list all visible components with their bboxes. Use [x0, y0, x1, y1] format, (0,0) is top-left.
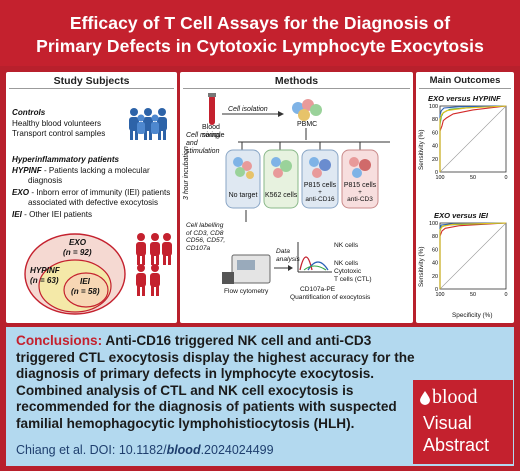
condition-anti-cd3: + anti-CD3: [347, 189, 373, 203]
chart2-xlabel: Specificity (%): [452, 312, 493, 319]
exo-desc-2: associated with defective exocytosis: [28, 198, 159, 207]
condition-p815-1: P815 cells: [303, 182, 337, 189]
citation-journal: blood: [166, 443, 201, 457]
patients-people-icon: [136, 233, 172, 296]
cohort-venn-diagram: [24, 233, 126, 315]
x-tick-label: 100: [436, 292, 445, 298]
condition-no-target: No target: [228, 192, 258, 199]
controls-label: Controls: [12, 108, 46, 117]
hypinf-desc-2: diagnosis: [28, 176, 63, 185]
y-tick-label: 80: [432, 117, 438, 123]
venn-exo-n: (n = 92): [63, 248, 92, 257]
chart2-title: EXO versus IEI: [434, 211, 489, 220]
mixing-label: Cell mixing and stimulation: [186, 132, 221, 155]
x-tick-label: 100: [436, 175, 445, 181]
condition-anti-cd16: + anti-CD16: [305, 189, 335, 203]
hypinf-desc: - Patients lacking a molecular: [43, 166, 150, 175]
roc-curve-yellow: [439, 222, 507, 289]
controls-people-icon: [129, 108, 167, 140]
x-tick-label: 0: [505, 175, 508, 181]
diagonal-reference: [439, 105, 507, 173]
y-tick-label: 60: [432, 130, 438, 136]
y-tick-label: 40: [432, 144, 438, 150]
logo-line-1: Visual: [423, 413, 472, 433]
title-line-1: Efficacy of T Cell Assays for the Diagno…: [69, 13, 451, 33]
chart1-ylabel: Sensitivity (%): [418, 129, 425, 170]
diagonal-reference: [439, 222, 507, 290]
controls-item-2: Transport control samples: [12, 129, 106, 138]
y-tick-label: 0: [435, 170, 438, 176]
flow-cytometry-label: Flow cytometry: [224, 288, 269, 295]
blood-visual-abstract-logo: blood Visual Abstract: [413, 380, 513, 464]
methods-panel: Methods: [180, 72, 413, 323]
nk-cells-label-2: NK cells: [334, 260, 359, 267]
condition-p815-2: P815 cells: [343, 182, 377, 189]
logo-brand: blood: [432, 386, 478, 408]
exo-desc: - Inborn error of immunity (IEI) patient…: [31, 188, 171, 197]
x-tick-label: 50: [470, 175, 476, 181]
y-tick-label: 40: [432, 261, 438, 267]
cell-isolation-label: Cell isolation: [228, 106, 268, 113]
histogram-charts: [297, 242, 332, 273]
citation-prefix: Chiang et al. DOI: 10.1182/: [16, 443, 167, 457]
venn-hypinf-n: (n = 63): [30, 276, 59, 285]
y-tick-label: 80: [432, 234, 438, 240]
y-tick-label: 0: [435, 287, 438, 293]
citation-suffix: .2024024499: [200, 443, 274, 457]
blood-tube-icon: [209, 95, 215, 125]
chart2-ylabel: Sensitivity (%): [418, 246, 425, 287]
x-tick-label: 0: [505, 292, 508, 298]
chart1-title: EXO versus HYPINF: [428, 94, 501, 103]
methods-heading: Methods: [274, 75, 319, 87]
y-tick-label: 20: [432, 157, 438, 163]
hyper-label: Hyperinflammatory patients: [12, 155, 120, 164]
main-outcomes-panel: Main Outcomes EXO versus HYPINF EXO vers…: [416, 72, 514, 323]
heading-divider: [419, 88, 511, 89]
venn-hypinf-name: HYPINF: [30, 266, 60, 275]
logo-line-2: Abstract: [423, 435, 490, 455]
ctl-label: Cytotoxic T cells (CTL): [334, 268, 372, 283]
venn-iei-n: (n = 58): [71, 287, 100, 296]
conclusions-body: Anti-CD16 triggered NK cell and anti-CD3…: [16, 333, 415, 431]
iei-desc: - Other IEI patients: [24, 210, 93, 219]
pbmc-cells-icon: [292, 99, 322, 121]
title-line-2: Primary Defects in Cytotoxic Lymphocyte …: [36, 36, 484, 56]
citation[interactable]: Chiang et al. DOI: 10.1182/blood.2024024…: [16, 443, 274, 457]
heading-divider: [9, 88, 174, 89]
main-outcomes-heading: Main Outcomes: [429, 75, 501, 86]
y-tick-label: 20: [432, 274, 438, 280]
exo-code: EXO: [12, 188, 30, 197]
y-tick-label: 100: [429, 221, 438, 227]
venn-exo-name: EXO: [69, 238, 87, 247]
iei-code: IEI: [12, 210, 22, 219]
incubation-label: 3 hour incubation: [183, 146, 190, 200]
labelling-label: Cell labelling of CD3, CD8 CD56, CD57, C…: [186, 222, 226, 252]
conclusions-label: Conclusions:: [16, 333, 103, 348]
controls-item-1: Healthy blood volunteers: [12, 119, 102, 128]
x-tick-label: 50: [470, 292, 476, 298]
venn-iei-name: IEI: [80, 277, 90, 286]
condition-k562: K562 cells: [265, 192, 298, 199]
quantification-label: Quantification of exocytosis: [290, 294, 371, 301]
nk-cells-label: NK cells: [334, 242, 359, 249]
study-subjects-heading: Study Subjects: [53, 75, 130, 87]
heading-divider: [183, 88, 410, 89]
conclusions-text: Conclusions: Anti-CD16 triggered NK cell…: [16, 333, 416, 432]
data-analysis-label: Data analysis: [276, 248, 300, 263]
title-banner: [0, 0, 520, 66]
study-subjects-panel: Study Subjects Controls Healthy blood vo…: [6, 72, 177, 323]
blood-drop-icon: [420, 391, 430, 405]
iei-ellipse: [63, 272, 109, 308]
methods-graphic: [208, 93, 390, 284]
y-tick-label: 60: [432, 247, 438, 253]
cd107a-label: CD107a-PE: [300, 286, 336, 293]
roc-curve-yellow: [439, 105, 507, 172]
blood-sample-label: Blood sample: [202, 124, 225, 139]
hypinf-code: HYPINF: [12, 166, 42, 175]
y-tick-label: 100: [429, 104, 438, 110]
pbmc-label: PBMC: [297, 121, 318, 128]
